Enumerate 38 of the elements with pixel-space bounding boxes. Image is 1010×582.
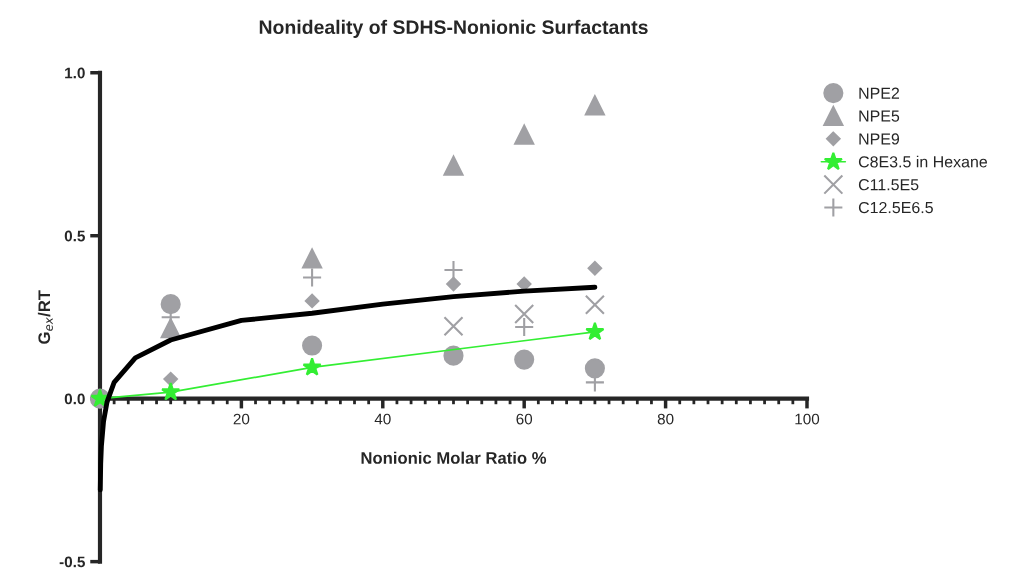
point	[446, 276, 461, 292]
point	[514, 124, 535, 145]
x-tick-label: 80	[657, 413, 674, 425]
x-axis-title: Nonionic Molar Ratio %	[361, 451, 547, 464]
x-tick-label: 60	[516, 413, 533, 425]
point	[160, 294, 181, 315]
point	[443, 155, 464, 176]
point	[161, 382, 181, 401]
point	[584, 95, 605, 116]
legend-label: C12.5E6.5	[858, 201, 933, 214]
x-tick-label: 40	[374, 413, 391, 425]
x-tick-label: 100	[795, 413, 820, 425]
legend-label: NPE2	[859, 87, 900, 99]
y-tick-label: -0.5	[59, 556, 85, 568]
legend-label: NPE9	[859, 133, 900, 145]
legend-label: C11.5E5	[858, 179, 919, 191]
point	[587, 261, 603, 276]
point	[584, 294, 605, 315]
point	[302, 335, 323, 356]
x-tick-label: 20	[233, 413, 250, 425]
point	[443, 316, 464, 337]
y-tick-label: 1.0	[65, 67, 85, 79]
point	[302, 267, 323, 288]
y-tick-label: 0.5	[64, 230, 85, 242]
point	[443, 259, 464, 280]
point	[304, 293, 320, 309]
point	[514, 349, 535, 370]
legend-label: NPE5	[859, 110, 900, 122]
chart-title: Nonideality of SDHS-Nonionic Surfactants	[259, 19, 648, 38]
y-tick-label: 0.0	[64, 393, 85, 405]
point	[302, 357, 322, 376]
point	[302, 248, 323, 269]
y-axis-title: G$_{ex}$/RT	[37, 290, 53, 344]
point	[585, 321, 605, 341]
point	[584, 358, 605, 379]
point	[443, 345, 464, 366]
legend-label: C8E3.5 in Hexane	[858, 155, 988, 168]
point	[163, 371, 178, 387]
